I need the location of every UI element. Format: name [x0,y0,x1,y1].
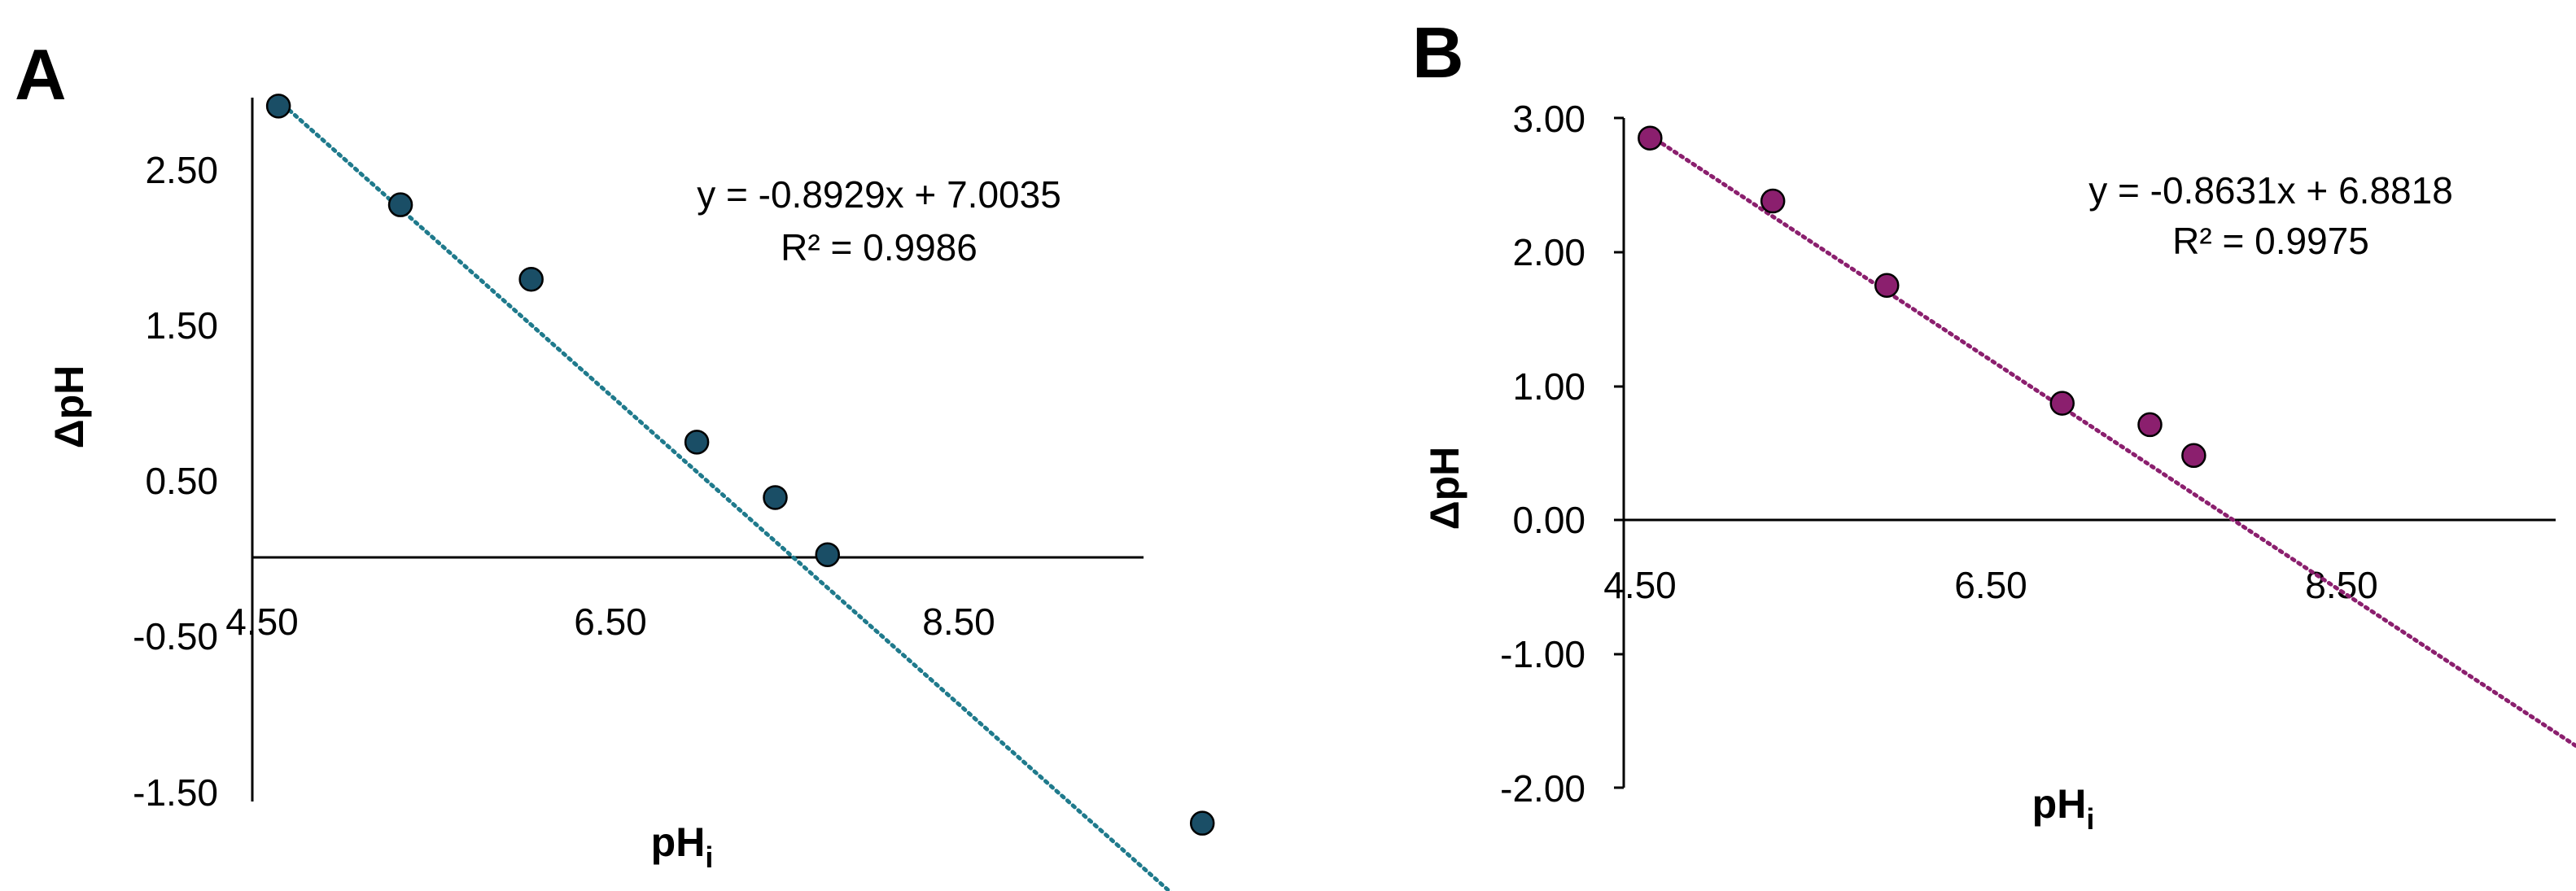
y-axis-ticks [1614,116,1624,789]
data-point [1874,273,1900,298]
data-point [1638,125,1663,151]
panel-letter-b: B [1412,12,1464,93]
data-point [265,94,291,119]
data-points-a [265,94,1215,836]
trendline [1647,133,2576,749]
y-axis-title: ΔpH [1422,447,1467,531]
data-point [763,485,788,510]
trendline-equation: y = -0.8631x + 6.8818 [2088,169,2453,212]
data-point [2181,443,2206,469]
y-tick-label: 2.00 [1512,231,1585,273]
trendline-r2: R² = 0.9975 [2172,220,2369,262]
trendline [276,98,1173,891]
x-axis-title-main: pH [2032,781,2087,827]
y-tick-label: 3.00 [1512,98,1585,140]
data-point [2049,391,2075,416]
trendline-r2: R² = 0.9986 [781,226,977,269]
y-tick-label: 0.50 [145,460,218,502]
data-point [684,430,710,455]
data-points-b [1638,125,2206,469]
x-axis-title-main: pH [651,819,706,865]
panel-letter-a: A [15,34,67,115]
y-axis-title: ΔpH [46,365,92,449]
y-tick-label: -0.50 [133,615,218,657]
data-point [1760,188,1786,214]
x-axis-title-subscript: i [2086,802,2094,836]
data-point [2137,412,2163,438]
trendline-equation: y = -0.8929x + 7.0035 [697,173,1061,216]
y-tick-label: -1.00 [1500,633,1585,675]
x-axis-title: pHi [651,819,714,874]
y-tick-labels-b: 3.00 2.00 1.00 0.00 -1.00 -2.00 [1500,98,1585,810]
x-axis-title-subscript: i [705,841,713,874]
data-point [387,192,413,217]
x-tick-label: 6.50 [574,601,647,643]
data-point [1189,810,1215,836]
x-tick-labels-a: 4.50 6.50 8.50 [225,601,995,643]
x-tick-label: 4.50 [1603,564,1677,606]
data-point [815,542,840,567]
y-tick-label: 1.50 [145,304,218,347]
y-tick-labels-a: 2.50 1.50 0.50 -0.50 -1.50 [133,149,218,814]
y-tick-label: 1.00 [1512,365,1585,408]
chart-panel-b: B 3.00 2.00 1.00 0.00 -1.00 -2.00 4.50 6… [1412,12,2576,836]
y-tick-label: -1.50 [133,771,218,814]
data-point [518,266,544,292]
axes-a [251,98,1144,801]
y-tick-label: -2.00 [1500,767,1585,810]
x-tick-label: 8.50 [2305,564,2378,606]
axes-b [1614,116,2556,789]
x-tick-label: 4.50 [225,601,299,643]
x-axis-title: pHi [2032,781,2095,836]
y-tick-label: 0.00 [1512,499,1585,541]
x-tick-labels-b: 4.50 6.50 8.50 [1603,564,2378,606]
chart-panel-a: A 2.50 1.50 0.50 -0.50 -1.50 4.50 6.50 8… [15,34,1215,891]
y-tick-label: 2.50 [145,149,218,191]
x-tick-label: 8.50 [922,601,995,643]
x-tick-label: 6.50 [1954,564,2027,606]
